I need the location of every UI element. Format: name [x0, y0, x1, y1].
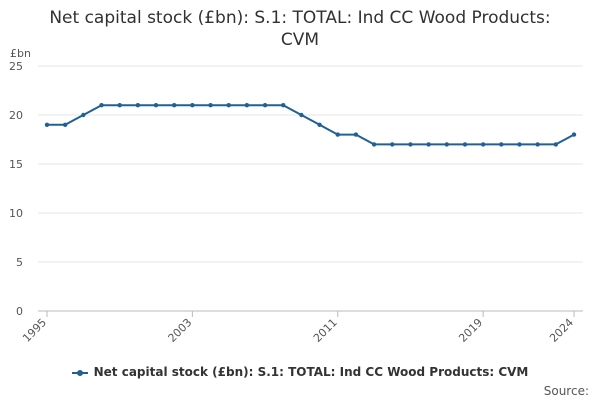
data-point — [135, 103, 141, 108]
data-point — [262, 103, 268, 108]
data-point — [299, 112, 304, 118]
data-point — [44, 122, 50, 128]
data-point — [408, 142, 413, 147]
chart-title: Net capital stock (£bn): S.1: TOTAL: Ind… — [0, 7, 600, 51]
y-axis: £bn 0 5 10 15 20 25 — [9, 47, 31, 318]
data-point — [480, 142, 486, 147]
data-point — [390, 142, 395, 147]
x-tick-label: 2011 — [311, 316, 340, 345]
y-tick-label: 20 — [9, 109, 23, 122]
data-point — [499, 142, 504, 147]
data-point — [517, 142, 522, 147]
data-point — [62, 122, 68, 128]
data-point — [571, 132, 577, 137]
data-point — [371, 142, 377, 147]
data-point — [426, 142, 431, 147]
y-tick-label: 0 — [16, 305, 23, 318]
chart-title-line-1: Net capital stock (£bn): S.1: TOTAL: Ind… — [49, 8, 551, 28]
data-point — [208, 103, 213, 108]
data-point — [244, 103, 250, 108]
x-tick-label: 2003 — [166, 316, 195, 345]
x-tick-label: 1995 — [20, 316, 49, 345]
data-point — [81, 112, 86, 118]
data-point — [172, 103, 177, 108]
series-line — [47, 104, 575, 146]
data-point — [535, 142, 540, 147]
x-tick-label: 2019 — [456, 316, 485, 345]
data-point — [353, 132, 359, 137]
data-point — [335, 132, 340, 137]
data-point — [553, 142, 559, 147]
gridlines — [38, 65, 583, 312]
x-tick-label: 2024 — [547, 316, 576, 345]
data-point — [153, 103, 159, 108]
x-axis: 1995 2003 2011 2019 2024 — [20, 311, 576, 345]
data-point — [117, 103, 122, 108]
source-label: Source: — [543, 384, 589, 398]
data-point — [226, 103, 231, 108]
y-tick-label: 15 — [9, 158, 23, 171]
data-point — [462, 142, 468, 147]
data-point — [190, 103, 195, 108]
data-point — [317, 122, 322, 128]
data-point — [99, 103, 104, 108]
series-group — [44, 103, 577, 147]
data-point — [281, 103, 286, 108]
y-tick-label: 25 — [9, 60, 23, 73]
legend-swatch — [71, 369, 88, 376]
data-point — [444, 142, 449, 147]
chart-title-line-2: CVM — [280, 30, 320, 50]
y-axis-label: £bn — [10, 47, 31, 60]
legend-label: Net capital stock (£bn): S.1: TOTAL: Ind… — [93, 365, 529, 379]
y-tick-label: 10 — [9, 207, 23, 220]
y-tick-label: 5 — [16, 256, 23, 269]
legend: Net capital stock (£bn): S.1: TOTAL: Ind… — [0, 365, 600, 379]
